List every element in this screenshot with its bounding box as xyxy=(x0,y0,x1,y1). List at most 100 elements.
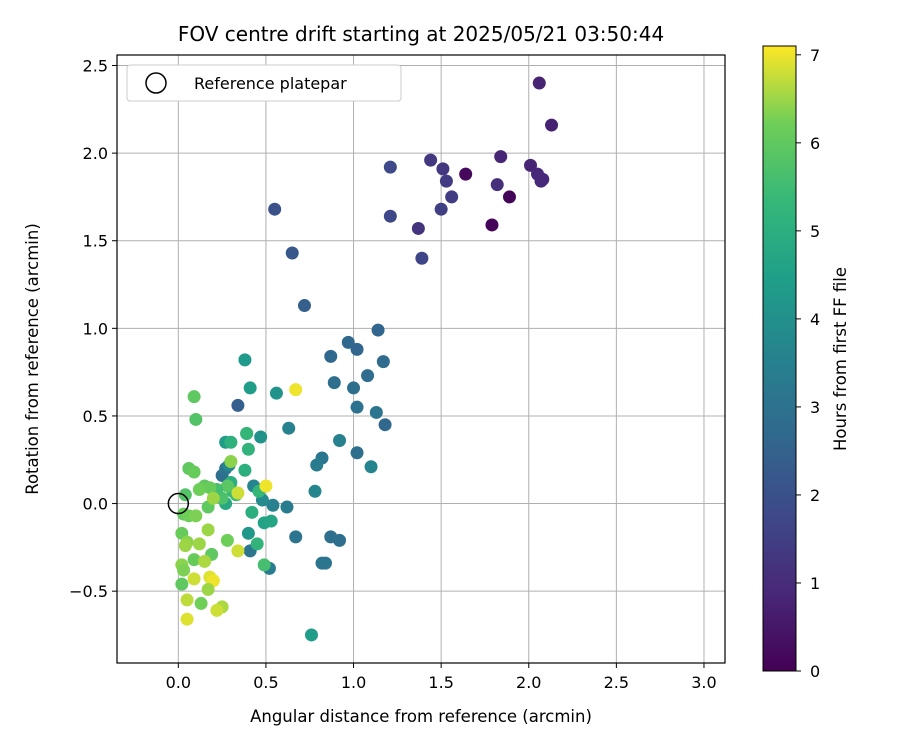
y-tick-label: 2.0 xyxy=(83,144,108,163)
scatter-point xyxy=(224,455,238,469)
colorbar-label: Hours from first FF file xyxy=(831,267,850,451)
scatter-point xyxy=(371,323,385,337)
scatter-point xyxy=(264,514,278,528)
scatter-point xyxy=(231,544,245,558)
scatter-point xyxy=(180,612,194,626)
scatter-point xyxy=(297,299,311,313)
scatter-point xyxy=(241,442,255,456)
scatter-point xyxy=(210,603,224,617)
scatter-point xyxy=(220,479,234,493)
scatter-point xyxy=(178,539,192,553)
scatter-point xyxy=(350,446,364,460)
scatter-point xyxy=(524,158,538,172)
scatter-point xyxy=(285,246,299,260)
scatter-point xyxy=(532,76,546,90)
scatter-point xyxy=(445,190,459,204)
scatter-point xyxy=(254,430,268,444)
y-tick-label: 0.5 xyxy=(83,407,108,426)
scatter-point xyxy=(545,118,559,132)
scatter-point xyxy=(238,463,252,477)
x-tick-label: 0.5 xyxy=(253,673,278,692)
scatter-point xyxy=(436,162,450,176)
legend-marker-icon xyxy=(145,72,167,94)
scatter-point xyxy=(333,433,347,447)
scatter-point xyxy=(494,150,508,164)
scatter-point xyxy=(310,458,324,472)
x-tick-label: 0.0 xyxy=(166,673,191,692)
scatter-point xyxy=(224,435,238,449)
scatter-point xyxy=(308,484,322,498)
scatter-point xyxy=(350,342,364,356)
y-axis-ticks: −0.5 0.0 0.5 1.0 1.5 2.0 2.5 xyxy=(69,57,117,601)
scatter-point xyxy=(231,486,245,500)
scatter-point xyxy=(534,174,548,188)
legend: Reference platepar xyxy=(126,64,402,102)
x-axis-ticks: 0.0 0.5 1.0 1.5 2.0 2.5 3.0 xyxy=(166,663,717,692)
scatter-point xyxy=(240,426,254,440)
colorbar-tick-label: 1 xyxy=(810,574,820,593)
scatter-point xyxy=(187,465,201,479)
scatter-point xyxy=(259,479,273,493)
scatter-point xyxy=(243,381,257,395)
y-tick-label: 1.5 xyxy=(83,232,108,251)
scatter-point xyxy=(269,386,283,400)
scatter-point xyxy=(220,533,234,547)
colorbar-gradient xyxy=(762,45,797,672)
scatter-point xyxy=(192,483,206,497)
colorbar: 0 1 2 3 4 5 6 7 Hours from first FF file xyxy=(762,45,850,681)
scatter-point xyxy=(201,582,215,596)
scatter-point xyxy=(378,418,392,432)
scatter-point xyxy=(304,628,318,642)
scatter-point xyxy=(203,481,217,495)
scatter-point xyxy=(180,593,194,607)
colorbar-tick-label: 0 xyxy=(810,662,820,681)
scatter-point xyxy=(333,533,347,547)
scatter-point xyxy=(238,353,252,367)
scatter-point xyxy=(187,553,201,567)
scatter-point xyxy=(364,460,378,474)
colorbar-tick-label: 5 xyxy=(810,222,820,241)
grid xyxy=(117,55,725,663)
scatter-point xyxy=(383,160,397,174)
x-tick-label: 2.0 xyxy=(516,673,541,692)
scatter-point xyxy=(485,218,499,232)
scatter-point xyxy=(257,558,271,572)
scatter-point xyxy=(245,505,259,519)
x-tick-label: 2.5 xyxy=(604,673,629,692)
x-tick-label: 1.0 xyxy=(341,673,366,692)
y-tick-label: 2.5 xyxy=(83,57,108,76)
colorbar-tick-label: 3 xyxy=(810,398,820,417)
scatter-point xyxy=(280,500,294,514)
scatter-point xyxy=(266,498,280,512)
scatter-point xyxy=(434,202,448,216)
scatter-point xyxy=(187,390,201,404)
reference-platepar-marker xyxy=(167,492,190,515)
scatter-point xyxy=(324,349,338,363)
x-tick-label: 3.0 xyxy=(691,673,716,692)
scatter-point xyxy=(194,596,208,610)
scatter-point xyxy=(289,530,303,544)
scatter-point xyxy=(201,523,215,537)
scatter-point xyxy=(347,381,361,395)
scatter-point xyxy=(282,421,296,435)
colorbar-tick-label: 2 xyxy=(810,486,820,505)
scatter-points xyxy=(175,76,559,642)
y-axis-label: Rotation from reference (arcmin) xyxy=(23,223,42,495)
chart-title: FOV centre drift starting at 2025/05/21 … xyxy=(178,22,664,46)
scatter-point xyxy=(502,190,516,204)
x-axis-label: Angular distance from reference (arcmin) xyxy=(250,707,592,726)
scatter-point xyxy=(439,174,453,188)
scatter-point xyxy=(189,412,203,426)
y-tick-label: 1.0 xyxy=(83,319,108,338)
scatter-point xyxy=(490,178,504,192)
y-tick-label: 0.0 xyxy=(83,495,108,514)
scatter-point xyxy=(198,554,212,568)
scatter-point xyxy=(268,202,282,216)
colorbar-tick-label: 7 xyxy=(810,46,820,65)
scatter-point xyxy=(175,577,189,591)
scatter-point xyxy=(319,556,333,570)
scatter-point xyxy=(241,526,255,540)
colorbar-tick-label: 4 xyxy=(810,310,820,329)
colorbar-tick-label: 6 xyxy=(810,134,820,153)
scatter-point xyxy=(376,355,390,369)
